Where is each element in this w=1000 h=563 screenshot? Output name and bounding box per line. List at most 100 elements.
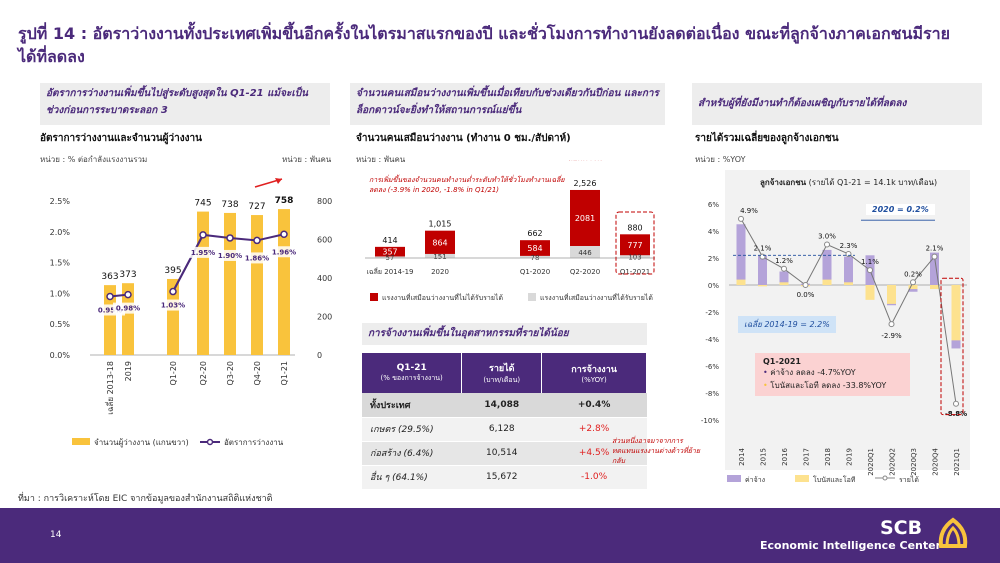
x-tick-label: Q4-20: [253, 361, 262, 385]
unpaid-value-label: 777: [627, 241, 642, 250]
legend-label-line: อัตราการว่างงาน: [224, 438, 284, 447]
bar-paid: [375, 256, 405, 258]
bar-unpaid: [520, 240, 550, 256]
lockdown-label: ล็อกดาวน์: [568, 160, 604, 162]
rate-point: [280, 230, 288, 239]
x-tick-label: 2020Q1: [867, 448, 875, 476]
income-point: [802, 282, 809, 288]
bar-unpaid: [570, 189, 600, 246]
bar-unpaid: [425, 230, 455, 254]
middle-unit: หน่วย : พันคน: [356, 155, 406, 164]
x-tick-label: Q1-2021: [620, 268, 650, 276]
rate-point: [124, 290, 132, 299]
income-point: [888, 321, 895, 328]
income-label: 3.0%: [818, 233, 836, 241]
x-tick-label: 2019: [124, 361, 133, 381]
x-tick-label: Q1-20: [169, 361, 178, 385]
rate-point: [169, 287, 177, 296]
y-tick-right: 400: [317, 274, 332, 283]
middle-panel-band: จำนวนคนเสมือนว่างงานเพิ่มขึ้นเมื่อเทียบก…: [350, 83, 665, 125]
legend-label-income: รายได้: [899, 475, 919, 484]
employment-table: Q1-21 (% ของการจ้างงาน) รายได้ (บาท/เดือน)…: [362, 353, 647, 490]
bar-bonus: [758, 285, 767, 287]
table-side-note: ส่วนหนึ่งอาจมาจากการทดแทนแรงงานต่างด้าวท…: [612, 437, 700, 465]
left-unit-left: หน่วย : % ต่อกำลังแรงงานรวม: [40, 155, 148, 164]
page-number: 14: [50, 530, 62, 540]
rate-label: 1.95%: [191, 249, 215, 257]
bar-bonus: [736, 279, 746, 285]
x-tick-label: Q1-21: [280, 361, 289, 385]
footer-bar: [0, 508, 1000, 563]
source-note: ที่มา : การวิเคราะห์โดย EIC จากข้อมูลของ…: [18, 494, 273, 504]
bar-paid: [425, 253, 455, 258]
brand-subtitle: Economic Intelligence Center: [760, 539, 942, 552]
legend-label-paid: แรงงานที่เสมือนว่างงานที่ได้รับรายได้: [540, 293, 653, 302]
paid-value-label: 151: [433, 253, 446, 261]
table-header: Q1-21 (% ของการจ้างงาน): [362, 353, 463, 393]
rate-label: 1.03%: [161, 302, 185, 310]
bar-paid: [570, 245, 600, 258]
legend-label-wage: ค่าจ้าง: [745, 476, 765, 484]
x-tick-label: 2017: [803, 448, 811, 466]
bar-bonus: [951, 285, 961, 341]
y-tick-left: 0.5%: [50, 320, 71, 329]
table-cell: 10,514: [461, 441, 542, 466]
legend-swatch-unpaid: [370, 293, 378, 301]
table-cell: +0.4%: [541, 393, 647, 418]
income-label: 2.1%: [754, 245, 772, 253]
legend-label-bonus: โบนัสและโอที: [813, 475, 856, 484]
x-tick-label: 2020Q4: [932, 447, 940, 475]
bar-bonus: [865, 285, 875, 300]
middle-chart-subtitle: จำนวนคนเสมือนว่างงาน (ทำงาน 0 ชม./สัปดาห…: [356, 133, 571, 144]
y-tick-left: 1.5%: [50, 259, 71, 268]
private-income-chart: 6% 4% 2% 0% -2% -4% -6% -8% -10% 2014 2015 2016 2017…: [701, 201, 967, 484]
y-tick-right: 600: [317, 236, 332, 245]
y-tick-left: 1.0%: [50, 289, 71, 298]
income-point: [953, 400, 959, 407]
table-cell: ก่อสร้าง (6.4%): [362, 441, 462, 466]
unemployment-chart: 0.0% 0.5% 1.0% 1.5% 2.0% 2.5% 0 200 400 600 800 363…: [50, 178, 332, 448]
table-row: อื่น ๆ (64.1%) 15,672 -1.0%: [362, 465, 647, 490]
x-tick-label: 2016: [781, 447, 789, 465]
bar-bonus: [887, 285, 896, 304]
table-cell: เกษตร (29.5%): [362, 417, 462, 442]
x-tick-label: Q1-2020: [520, 268, 550, 276]
legend-label-unpaid: แรงงานที่เสมือนว่างงานที่ไม่ได้รับรายได้: [382, 293, 503, 302]
left-panel-band: อัตราการว่างงานเพิ่มขึ้นไปสู่ระดับสูงสุด…: [40, 83, 330, 125]
trend-arrowhead: [275, 178, 282, 184]
page-title: รูปที่ 14 : อัตราว่างงานทั้งประเทศเพิ่มข…: [18, 24, 950, 66]
rate-label: 1.96%: [272, 248, 296, 256]
table-cell: 6,128: [461, 417, 542, 442]
right-panel-band: สำหรับผู้ที่ยังมีงานทำก็ต้องเผชิญกับรายไ…: [692, 83, 982, 125]
y-tick: 6%: [708, 201, 719, 209]
bar-value-label: 395: [164, 266, 181, 276]
scb-logo-icon: [938, 517, 968, 548]
table-header: รายได้ (บาท/เดือน): [461, 353, 543, 393]
legend-swatch-income-point: [882, 475, 888, 481]
legend-swatch-wage: [727, 475, 741, 482]
rate-label: 0.98%: [116, 305, 140, 313]
y-tick-right: 200: [317, 313, 332, 322]
right-inner-title: ลูกจ้างเอกชน (รายได้ Q1-21 = 14.1k บาท/เ…: [760, 178, 938, 187]
table-header: การจ้างงาน (%YOY): [541, 353, 647, 393]
x-tick-label: 2014: [738, 447, 746, 465]
rate-line-jump: [172, 234, 204, 293]
legend-swatch-paid: [528, 293, 536, 301]
total-value-label: 414: [382, 236, 397, 245]
left-unit-right: หน่วย : พันคน: [282, 155, 332, 164]
x-tick-label: 2021Q1: [953, 448, 961, 476]
x-tick-label: 2020Q3: [910, 448, 918, 476]
rate-label-bg: [188, 246, 218, 258]
bar-bonus: [930, 285, 939, 290]
y-tick-left: 2.5%: [50, 197, 71, 206]
y-tick: -2%: [705, 309, 719, 317]
x-tick-label: 2020: [431, 268, 449, 276]
rate-point: [199, 231, 207, 239]
paid-value-label: 446: [578, 249, 592, 257]
right-chart-subtitle: รายได้รวมเฉลี่ยของลูกจ้างเอกชน: [695, 133, 839, 144]
bar-unemployed: [104, 285, 116, 355]
bar-wage: [736, 224, 746, 285]
legend-swatch-bonus: [795, 475, 809, 482]
rate-point: [226, 234, 234, 242]
